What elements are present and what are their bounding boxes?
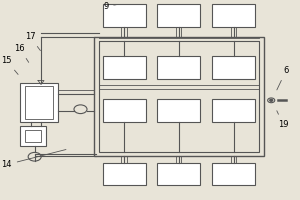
Text: 14: 14 xyxy=(1,150,66,169)
Bar xyxy=(103,99,146,122)
Text: 19: 19 xyxy=(277,111,288,129)
Bar xyxy=(103,163,146,185)
Text: 15: 15 xyxy=(1,56,18,74)
Text: 17: 17 xyxy=(25,32,40,51)
Bar xyxy=(25,130,41,142)
Text: 16: 16 xyxy=(15,44,29,62)
Bar xyxy=(99,41,259,152)
Bar xyxy=(158,163,200,185)
Bar xyxy=(212,163,255,185)
Bar xyxy=(94,37,264,156)
Bar xyxy=(20,83,58,122)
Bar xyxy=(25,86,53,119)
Text: 9: 9 xyxy=(103,2,116,11)
Bar xyxy=(103,4,146,27)
Bar xyxy=(212,4,255,27)
Bar xyxy=(158,56,200,79)
Bar xyxy=(158,99,200,122)
Bar xyxy=(212,56,255,79)
Bar xyxy=(20,126,46,146)
Text: 6: 6 xyxy=(277,66,289,90)
Circle shape xyxy=(270,99,273,101)
Bar xyxy=(103,56,146,79)
Bar xyxy=(212,99,255,122)
Bar xyxy=(158,4,200,27)
